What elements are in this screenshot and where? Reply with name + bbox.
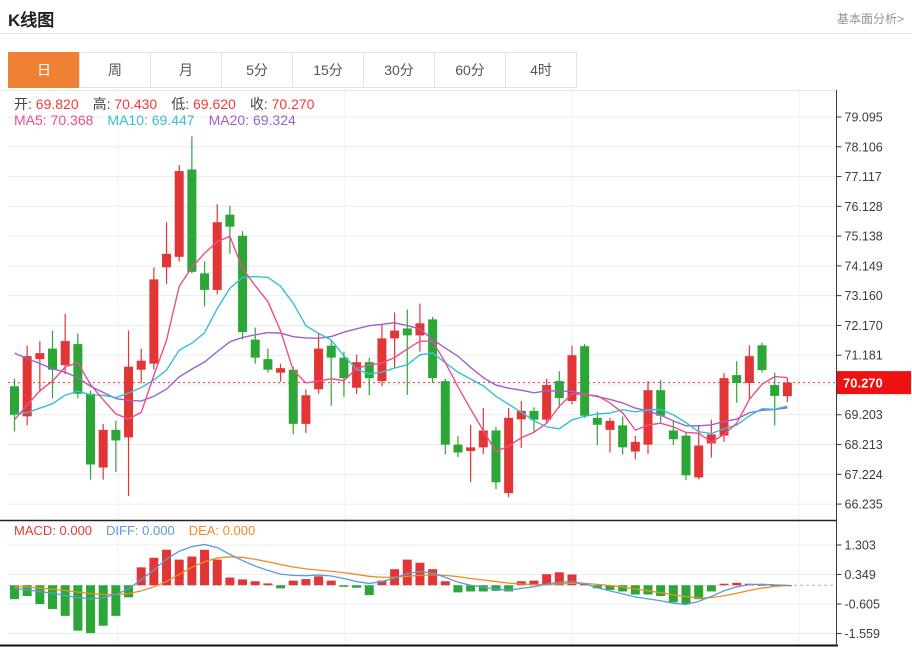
svg-text:72.170: 72.170 [845, 319, 883, 333]
tab-month[interactable]: 月 [150, 52, 222, 88]
current-price-label: 70.270 [837, 371, 911, 395]
ma10-line [14, 275, 788, 435]
tab-15min[interactable]: 15分 [292, 52, 364, 88]
svg-text:73.160: 73.160 [845, 289, 883, 303]
svg-text:77.117: 77.117 [845, 170, 882, 184]
svg-text:68.213: 68.213 [845, 438, 883, 452]
macd-histogram [10, 549, 792, 634]
svg-text:1.303: 1.303 [845, 539, 876, 553]
svg-text:67.224: 67.224 [845, 468, 883, 482]
fundamental-analysis-link[interactable]: 基本面分析> [836, 12, 904, 26]
ma-lines [13, 235, 788, 453]
ma5-line [13, 235, 788, 453]
svg-text:70.270: 70.270 [843, 375, 883, 390]
tab-30min[interactable]: 30分 [363, 52, 435, 88]
period-tabs: 日 周 月 5分 15分 30分 60分 4时 [8, 52, 577, 88]
header-divider [0, 33, 912, 34]
tab-60min[interactable]: 60分 [434, 52, 506, 88]
svg-text:74.149: 74.149 [845, 259, 883, 273]
page-title: K线图 [8, 11, 55, 30]
tab-4hour[interactable]: 4时 [505, 52, 577, 88]
svg-text:78.106: 78.106 [845, 140, 883, 154]
axis-labels: 79.095 78.106 77.117 76.128 75.138 74.149 73.1… [836, 111, 883, 641]
kline-chart[interactable]: 79.095 78.106 77.117 76.128 75.138 74.149 73.1… [0, 90, 912, 648]
svg-text:69.203: 69.203 [845, 408, 883, 422]
svg-text:-1.559: -1.559 [845, 627, 880, 641]
candles-layer [10, 136, 792, 498]
svg-text:79.095: 79.095 [845, 111, 883, 125]
ma20-line [14, 322, 788, 427]
chart-canvas[interactable]: 79.095 78.106 77.117 76.128 75.138 74.149 73.1… [0, 90, 912, 648]
svg-text:75.138: 75.138 [845, 230, 883, 244]
svg-text:-0.605: -0.605 [845, 597, 880, 611]
tab-day[interactable]: 日 [8, 52, 80, 88]
axis [0, 90, 838, 647]
svg-text:76.128: 76.128 [845, 200, 883, 214]
tab-5min[interactable]: 5分 [221, 52, 293, 88]
svg-text:71.181: 71.181 [845, 349, 883, 363]
tab-week[interactable]: 周 [79, 52, 151, 88]
svg-text:0.349: 0.349 [845, 568, 876, 582]
svg-text:66.235: 66.235 [845, 498, 883, 512]
macd-lines [14, 543, 788, 606]
